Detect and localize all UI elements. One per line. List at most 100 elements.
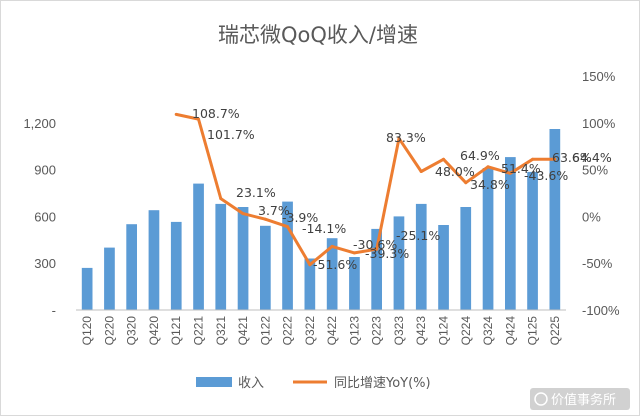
- line-point-Q423: [419, 170, 423, 173]
- line-point-Q322: [308, 263, 312, 267]
- data-label-Q424: 51.4%: [501, 161, 541, 176]
- y-left-tick-label: 900: [34, 163, 56, 178]
- data-label-Q224: 48.0%: [435, 164, 475, 179]
- line-series: [174, 112, 557, 267]
- x-tick-label-Q323: Q323: [392, 316, 406, 346]
- data-label-Q323: -39.3%: [365, 246, 409, 261]
- bar-Q221: [193, 183, 204, 310]
- bar-Q322: [304, 258, 316, 310]
- x-tick-label-Q322: Q322: [303, 316, 317, 346]
- x-tick-label-Q224: Q224: [459, 316, 473, 346]
- x-tick-label-Q320: Q320: [125, 316, 139, 346]
- data-label-Q321: 101.7%: [207, 127, 255, 142]
- x-tick-label-Q225: Q225: [548, 316, 562, 346]
- line-point-Q225: [553, 157, 557, 161]
- x-tick-label-Q422: Q422: [325, 316, 339, 346]
- y-left-tick-label: 1,200: [23, 116, 56, 131]
- x-tick-label-Q220: Q220: [102, 316, 116, 346]
- bar-Q121: [170, 221, 182, 310]
- line-point-Q424: [508, 171, 512, 175]
- y-left-tick-label: 300: [34, 256, 56, 271]
- x-tick-label-Q223: Q223: [370, 316, 384, 346]
- x-tick-label-Q125: Q125: [526, 316, 540, 346]
- bar-Q125: [527, 171, 538, 310]
- bar-Q420: [148, 210, 160, 310]
- watermark-logo-icon: [534, 392, 548, 406]
- bar-Q223: [371, 228, 382, 310]
- y-right-tick-label: 0%: [582, 209, 601, 224]
- data-label-Q422: -51.6%: [313, 257, 357, 272]
- x-tick-label-Q221: Q221: [192, 316, 206, 346]
- line-point-Q224: [464, 181, 468, 185]
- line-point-Q121: [174, 112, 178, 116]
- x-tick-label-Q222: Q222: [281, 316, 295, 346]
- data-label-Q221: 108.7%: [192, 106, 240, 121]
- x-tick-label-Q424: Q424: [503, 316, 517, 346]
- data-label-Q225: 64.4%: [572, 150, 612, 165]
- legend-label-bars: 收入: [238, 376, 264, 391]
- x-tick-label-Q122: Q122: [258, 316, 272, 346]
- watermark: 价值事务所: [530, 388, 630, 410]
- line-point-Q223: [375, 247, 379, 251]
- x-tick-label-Q121: Q121: [169, 316, 183, 346]
- x-tick-label-Q124: Q124: [437, 316, 451, 346]
- x-axis: Q120 Q220 Q320 Q420 Q121 Q221 Q321 Q421 Q122 Q222…: [76, 309, 566, 346]
- bar-Q122: [260, 225, 271, 310]
- bar-Q423: [415, 203, 427, 310]
- line-point-Q124: [442, 157, 445, 161]
- x-tick-label-Q420: Q420: [147, 316, 161, 346]
- data-label-Q224: 64.9%: [460, 148, 500, 163]
- x-tick-label-Q120: Q120: [80, 316, 94, 346]
- x-tick-label-Q423: Q423: [414, 316, 428, 346]
- line-point-Q221: [197, 117, 200, 121]
- data-label-Q122: 23.1%: [236, 185, 276, 200]
- legend: 收入 同比增速YoY(%): [196, 376, 431, 391]
- data-label-Q223: -30.6%: [353, 237, 397, 252]
- data-labels: 108.7% 101.7% 23.1% 3.7%-3.9%-14.1% -51.6% -3…: [192, 106, 612, 272]
- chart-title: 瑞芯微QoQ收入/增速: [218, 23, 418, 47]
- y-right-tick-label: -50%: [582, 256, 613, 271]
- line-point-Q323: [397, 136, 401, 140]
- bar-Q225: [549, 129, 561, 310]
- bar-Q424: [505, 157, 516, 310]
- y-axis-left: - 300 600 900 1,200: [23, 116, 56, 318]
- bar-Q123: [349, 257, 360, 310]
- yoy-growth-line: [175, 112, 555, 267]
- bar-Q320: [126, 224, 137, 310]
- bar-series: [81, 129, 561, 310]
- data-label-Q322: -14.1%: [302, 221, 346, 236]
- y-axis-right: -100% -50% 0% 50% 100% 150%: [582, 69, 620, 318]
- line-point-Q324: [486, 165, 490, 169]
- line-point-Q123: [352, 251, 356, 255]
- bar-Q421: [237, 207, 249, 310]
- y-right-tick-label: -100%: [582, 303, 620, 318]
- bar-Q120: [81, 267, 93, 310]
- y-right-tick-label: 50%: [582, 163, 608, 178]
- legend-swatch-bars: [196, 377, 232, 387]
- x-tick-label-Q421: Q421: [236, 316, 250, 346]
- y-left-tick-label: -: [52, 303, 56, 318]
- watermark-background: [530, 388, 630, 410]
- bar-Q324: [482, 168, 494, 310]
- bar-Q422: [326, 238, 338, 310]
- data-label-Q222: -3.9%: [282, 210, 318, 225]
- x-tick-label-Q123: Q123: [347, 316, 361, 346]
- data-label-Q125: -43.6%: [524, 168, 568, 183]
- data-label-Q324: 34.8%: [470, 177, 510, 192]
- data-label-Q423: 83.3%: [386, 130, 426, 145]
- line-point-Q125: [531, 157, 535, 161]
- bar-Q224: [460, 207, 472, 310]
- y-left-tick-label: 600: [34, 209, 56, 224]
- line-point-Q422: [330, 244, 334, 248]
- line-point-Q421: [241, 212, 245, 216]
- line-point-Q222: [286, 225, 290, 229]
- data-label-Q225: 63.6%: [552, 150, 592, 165]
- line-point-Q122: [263, 217, 267, 221]
- bar-Q222: [282, 201, 293, 310]
- bar-Q220: [104, 247, 115, 310]
- bar-Q321: [215, 203, 227, 310]
- bar-Q323: [393, 216, 405, 310]
- x-tick-label-Q324: Q324: [481, 316, 495, 346]
- y-right-tick-label: 100%: [582, 116, 616, 131]
